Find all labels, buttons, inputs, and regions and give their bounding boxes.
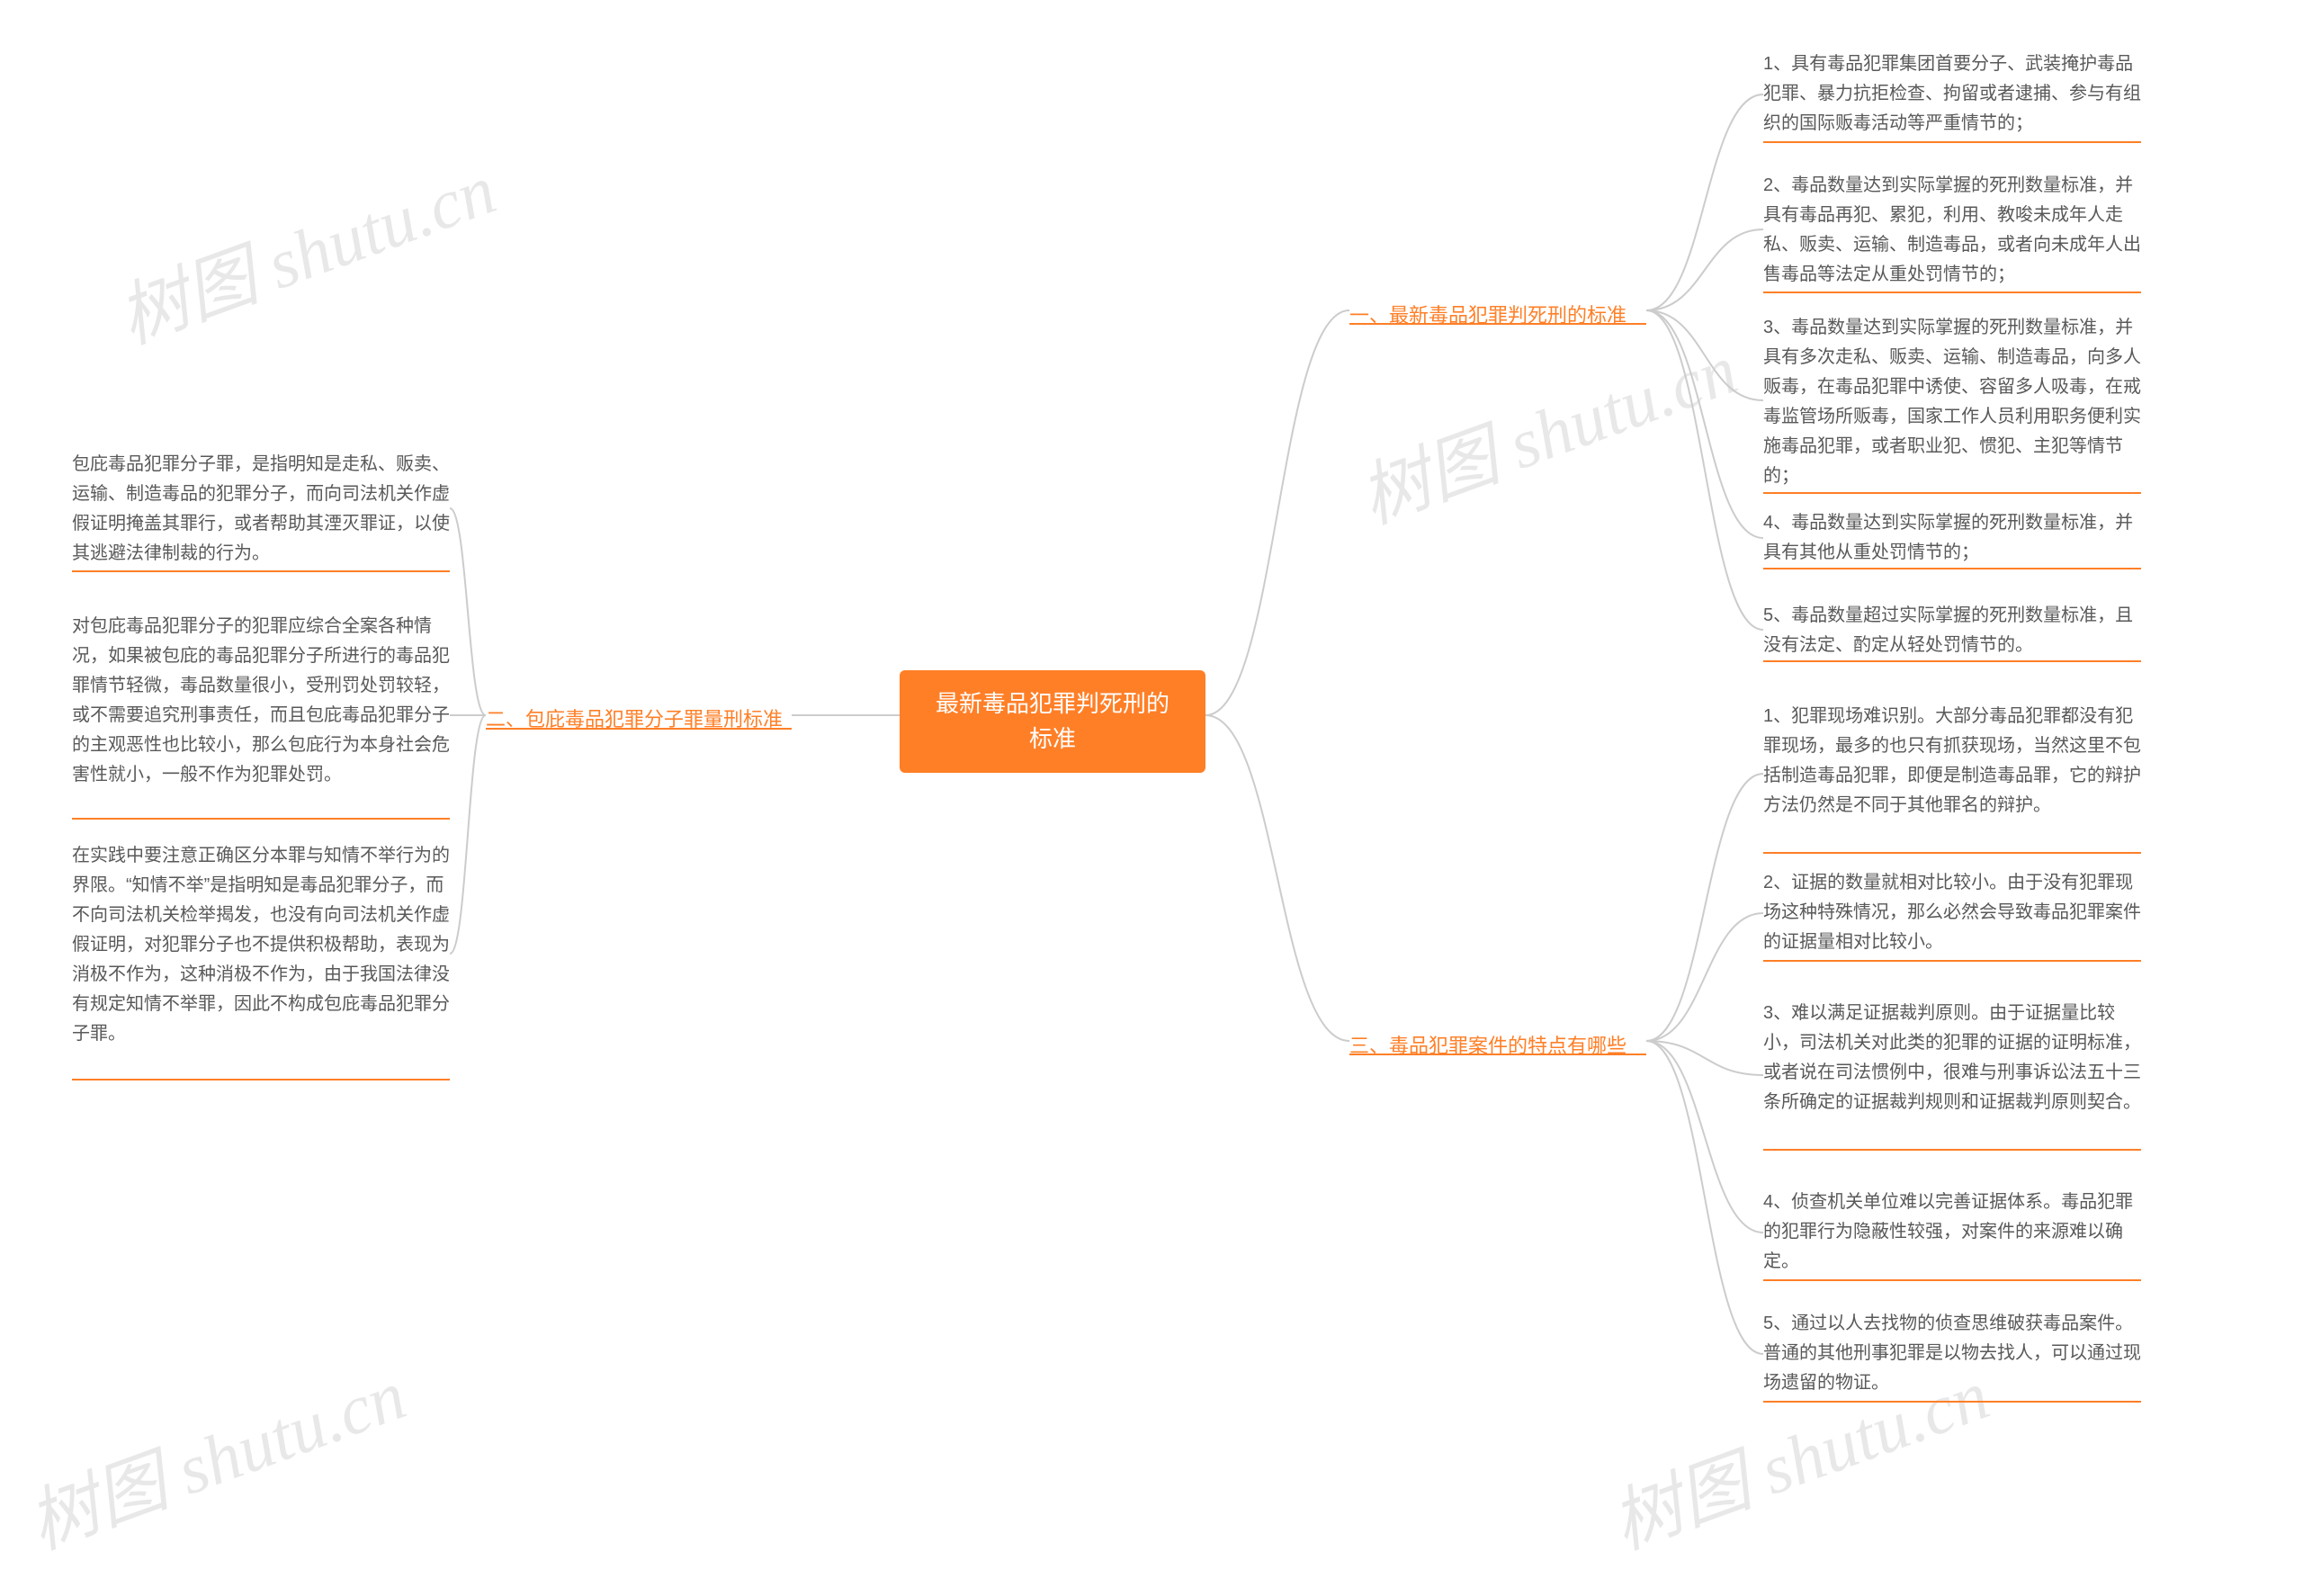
leaf-text: 5、通过以人去找物的侦查思维破获毒品案件。普通的其他刑事犯罪是以物去找人，可以通… bbox=[1763, 1314, 2141, 1393]
leaf-b3-3[interactable]: 3、难以满足证据裁判原则。由于证据量比较小，司法机关对此类的犯罪的证据的证明标准… bbox=[1763, 999, 2141, 1117]
mindmap-canvas: 树图 shutu.cn 树图 shutu.cn 树图 shutu.cn 树图 s… bbox=[0, 0, 2303, 1596]
leaf-text: 1、犯罪现场难识别。大部分毒品犯罪都没有犯罪现场，最多的也只有抓获现场，当然这里… bbox=[1763, 706, 2141, 815]
leaf-text: 1、具有毒品犯罪集团首要分子、武装掩护毒品犯罪、暴力抗拒检查、拘留或者逮捕、参与… bbox=[1763, 54, 2141, 133]
watermark: 树图 shutu.cn bbox=[103, 134, 507, 363]
leaf-b3-4[interactable]: 4、侦查机关单位难以完善证据体系。毒品犯罪的犯罪行为隐蔽性较强，对案件的来源难以… bbox=[1763, 1188, 2141, 1277]
leaf-b2-1[interactable]: 包庇毒品犯罪分子罪，是指明知是走私、贩卖、运输、制造毒品的犯罪分子，而向司法机关… bbox=[72, 450, 450, 569]
watermark: 树图 shutu.cn bbox=[13, 1340, 417, 1569]
leaf-text: 4、毒品数量达到实际掌握的死刑数量标准，并具有其他从重处罚情节的； bbox=[1763, 513, 2133, 562]
root-label: 最新毒品犯罪判死刑的标准 bbox=[936, 690, 1169, 752]
leaf-text: 包庇毒品犯罪分子罪，是指明知是走私、贩卖、运输、制造毒品的犯罪分子，而向司法机关… bbox=[72, 454, 450, 563]
leaf-text: 对包庇毒品犯罪分子的犯罪应综合全案各种情况，如果被包庇的毒品犯罪分子所进行的毒品… bbox=[72, 616, 450, 785]
leaf-b1-2[interactable]: 2、毒品数量达到实际掌握的死刑数量标准，并具有毒品再犯、累犯，利用、教唆未成年人… bbox=[1763, 171, 2141, 290]
branch-label: 二、包庇毒品犯罪分子罪量刑标准 bbox=[486, 708, 783, 731]
leaf-b3-2[interactable]: 2、证据的数量就相对比较小。由于没有犯罪现场这种特殊情况，那么必然会导致毒品犯罪… bbox=[1763, 868, 2141, 957]
leaf-text: 3、毒品数量达到实际掌握的死刑数量标准，并具有多次走私、贩卖、运输、制造毒品，向… bbox=[1763, 318, 2141, 486]
leaf-text: 5、毒品数量超过实际掌握的死刑数量标准，且没有法定、酌定从轻处罚情节的。 bbox=[1763, 605, 2133, 655]
branch-right-3[interactable]: 三、毒品犯罪案件的特点有哪些 bbox=[1349, 1030, 1626, 1063]
root-node[interactable]: 最新毒品犯罪判死刑的标准 bbox=[900, 670, 1205, 773]
branch-label: 三、毒品犯罪案件的特点有哪些 bbox=[1349, 1035, 1626, 1057]
leaf-b1-1[interactable]: 1、具有毒品犯罪集团首要分子、武装掩护毒品犯罪、暴力抗拒检查、拘留或者逮捕、参与… bbox=[1763, 49, 2141, 139]
leaf-b1-5[interactable]: 5、毒品数量超过实际掌握的死刑数量标准，且没有法定、酌定从轻处罚情节的。 bbox=[1763, 601, 2141, 660]
leaf-b1-4[interactable]: 4、毒品数量达到实际掌握的死刑数量标准，并具有其他从重处罚情节的； bbox=[1763, 508, 2141, 568]
branch-left-2[interactable]: 二、包庇毒品犯罪分子罪量刑标准 bbox=[486, 704, 783, 736]
watermark: 树图 shutu.cn bbox=[1344, 314, 1749, 543]
branch-right-1[interactable]: 一、最新毒品犯罪判死刑的标准 bbox=[1349, 300, 1626, 332]
leaf-b2-2[interactable]: 对包庇毒品犯罪分子的犯罪应综合全案各种情况，如果被包庇的毒品犯罪分子所进行的毒品… bbox=[72, 612, 450, 790]
leaf-text: 3、难以满足证据裁判原则。由于证据量比较小，司法机关对此类的犯罪的证据的证明标准… bbox=[1763, 1003, 2141, 1112]
leaf-text: 2、证据的数量就相对比较小。由于没有犯罪现场这种特殊情况，那么必然会导致毒品犯罪… bbox=[1763, 873, 2141, 952]
leaf-b2-3[interactable]: 在实践中要注意正确区分本罪与知情不举行为的界限。“知情不举”是指明知是毒品犯罪分… bbox=[72, 841, 450, 1049]
branch-label: 一、最新毒品犯罪判死刑的标准 bbox=[1349, 304, 1626, 327]
leaf-text: 2、毒品数量达到实际掌握的死刑数量标准，并具有毒品再犯、累犯，利用、教唆未成年人… bbox=[1763, 175, 2141, 284]
leaf-b3-5[interactable]: 5、通过以人去找物的侦查思维破获毒品案件。普通的其他刑事犯罪是以物去找人，可以通… bbox=[1763, 1309, 2141, 1398]
leaf-text: 4、侦查机关单位难以完善证据体系。毒品犯罪的犯罪行为隐蔽性较强，对案件的来源难以… bbox=[1763, 1192, 2133, 1271]
leaf-b3-1[interactable]: 1、犯罪现场难识别。大部分毒品犯罪都没有犯罪现场，最多的也只有抓获现场，当然这里… bbox=[1763, 702, 2141, 820]
leaf-b1-3[interactable]: 3、毒品数量达到实际掌握的死刑数量标准，并具有多次走私、贩卖、运输、制造毒品，向… bbox=[1763, 313, 2141, 491]
leaf-text: 在实践中要注意正确区分本罪与知情不举行为的界限。“知情不举”是指明知是毒品犯罪分… bbox=[72, 846, 450, 1044]
